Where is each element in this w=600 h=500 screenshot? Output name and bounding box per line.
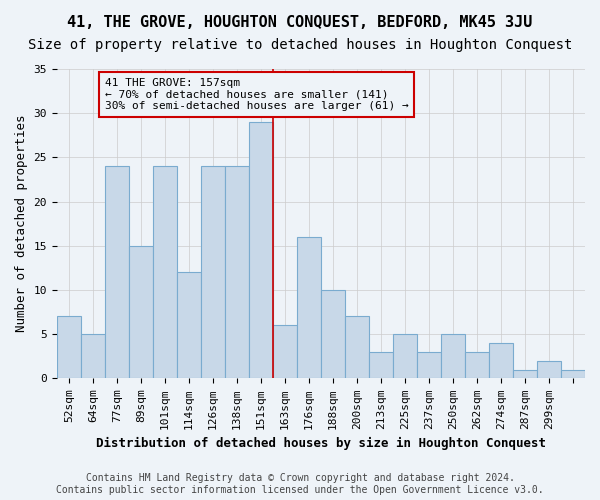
Bar — [321, 290, 345, 378]
Bar — [177, 272, 201, 378]
Bar — [81, 334, 105, 378]
Y-axis label: Number of detached properties: Number of detached properties — [15, 115, 28, 332]
Bar — [489, 343, 513, 378]
Bar — [537, 360, 561, 378]
Bar — [249, 122, 273, 378]
Bar — [393, 334, 417, 378]
Bar — [465, 352, 489, 378]
Bar — [225, 166, 249, 378]
Bar — [201, 166, 225, 378]
Bar — [273, 326, 297, 378]
Bar — [369, 352, 393, 378]
Text: 41 THE GROVE: 157sqm
← 70% of detached houses are smaller (141)
30% of semi-deta: 41 THE GROVE: 157sqm ← 70% of detached h… — [105, 78, 409, 111]
Bar — [513, 370, 537, 378]
Bar — [153, 166, 177, 378]
Bar — [417, 352, 441, 378]
X-axis label: Distribution of detached houses by size in Houghton Conquest: Distribution of detached houses by size … — [96, 437, 546, 450]
Bar — [441, 334, 465, 378]
Text: Contains HM Land Registry data © Crown copyright and database right 2024.
Contai: Contains HM Land Registry data © Crown c… — [56, 474, 544, 495]
Bar — [105, 166, 129, 378]
Bar — [297, 237, 321, 378]
Text: Size of property relative to detached houses in Houghton Conquest: Size of property relative to detached ho… — [28, 38, 572, 52]
Bar — [561, 370, 585, 378]
Bar — [345, 316, 369, 378]
Bar — [129, 246, 153, 378]
Text: 41, THE GROVE, HOUGHTON CONQUEST, BEDFORD, MK45 3JU: 41, THE GROVE, HOUGHTON CONQUEST, BEDFOR… — [67, 15, 533, 30]
Bar — [57, 316, 81, 378]
